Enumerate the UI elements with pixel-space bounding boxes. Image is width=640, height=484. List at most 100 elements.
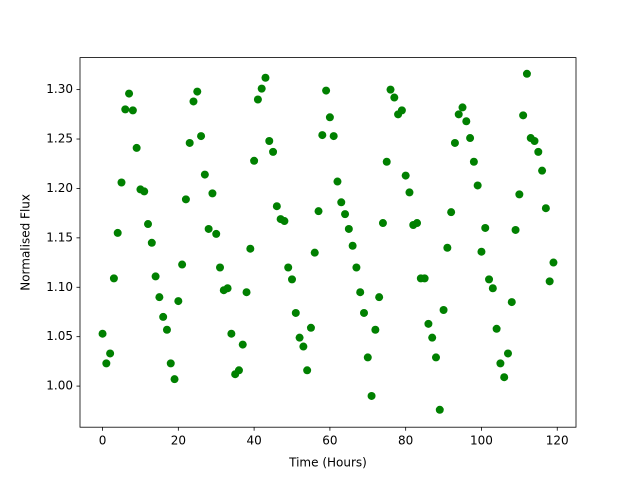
point [348, 241, 357, 250]
point [469, 157, 478, 166]
point [162, 325, 171, 334]
point [341, 210, 350, 219]
point [128, 106, 137, 115]
point [113, 228, 122, 237]
point [344, 224, 353, 233]
point [269, 147, 278, 156]
point [155, 293, 164, 302]
point [439, 305, 448, 314]
point [450, 138, 459, 147]
point [284, 263, 293, 272]
point [507, 298, 516, 307]
y-tick-label: 1.05 [46, 329, 73, 343]
point [534, 147, 543, 156]
point [405, 188, 414, 197]
y-axis-label: Normalised Flux [19, 194, 33, 291]
point [185, 138, 194, 147]
point [280, 217, 289, 226]
point [303, 366, 312, 375]
x-tick-label: 120 [546, 434, 569, 448]
point [541, 204, 550, 213]
point [481, 223, 490, 232]
point [125, 89, 134, 98]
point [333, 177, 342, 186]
point [170, 375, 179, 384]
plot-frame [79, 57, 577, 428]
point [390, 93, 399, 102]
point [265, 137, 274, 146]
point [204, 224, 213, 233]
point [197, 132, 206, 141]
y-tick-label: 1.15 [46, 230, 73, 244]
point [193, 87, 202, 96]
x-tick-label: 0 [99, 434, 107, 448]
point [352, 263, 361, 272]
point [454, 110, 463, 119]
point [538, 166, 547, 175]
point [549, 258, 558, 267]
point [511, 225, 520, 234]
point [314, 207, 323, 216]
point [212, 229, 221, 238]
point [306, 323, 315, 332]
point [238, 340, 247, 349]
point [375, 293, 384, 302]
x-axis-label: Time (Hours) [288, 456, 367, 470]
point [200, 170, 209, 179]
point [166, 359, 175, 368]
point [223, 284, 232, 293]
point [420, 274, 429, 283]
point [413, 219, 422, 228]
point [447, 208, 456, 217]
point [102, 359, 111, 368]
point [109, 274, 118, 283]
point [473, 181, 482, 190]
y-tick-label: 1.20 [46, 181, 73, 195]
point [367, 391, 376, 400]
point [431, 353, 440, 362]
point [253, 95, 262, 104]
point [397, 106, 406, 115]
point [466, 134, 475, 143]
point [424, 319, 433, 328]
point [337, 198, 346, 207]
point [250, 156, 259, 165]
point [121, 105, 130, 114]
point [288, 275, 297, 284]
point [378, 219, 387, 228]
point [159, 312, 168, 321]
point [291, 308, 300, 317]
point [216, 263, 225, 272]
point [329, 132, 338, 141]
point [325, 113, 334, 122]
point [318, 131, 327, 140]
point [151, 272, 160, 281]
x-tick-label: 60 [322, 434, 337, 448]
point [488, 284, 497, 293]
point [246, 244, 255, 253]
point [545, 277, 554, 286]
point [515, 190, 524, 199]
point [435, 405, 444, 414]
x-tick-label: 80 [398, 434, 413, 448]
point [356, 288, 365, 297]
point [371, 325, 380, 334]
point [227, 329, 236, 338]
point [261, 73, 270, 82]
point [500, 373, 509, 382]
y-tick-label: 1.00 [46, 379, 73, 393]
point [310, 248, 319, 257]
point [477, 247, 486, 256]
point [522, 69, 531, 78]
point [492, 324, 501, 333]
point [485, 275, 494, 284]
point [363, 353, 372, 362]
point [257, 84, 266, 93]
point [98, 329, 107, 338]
point [174, 297, 183, 306]
point [189, 97, 198, 106]
point [503, 349, 512, 358]
point [443, 243, 452, 252]
point [519, 111, 528, 120]
